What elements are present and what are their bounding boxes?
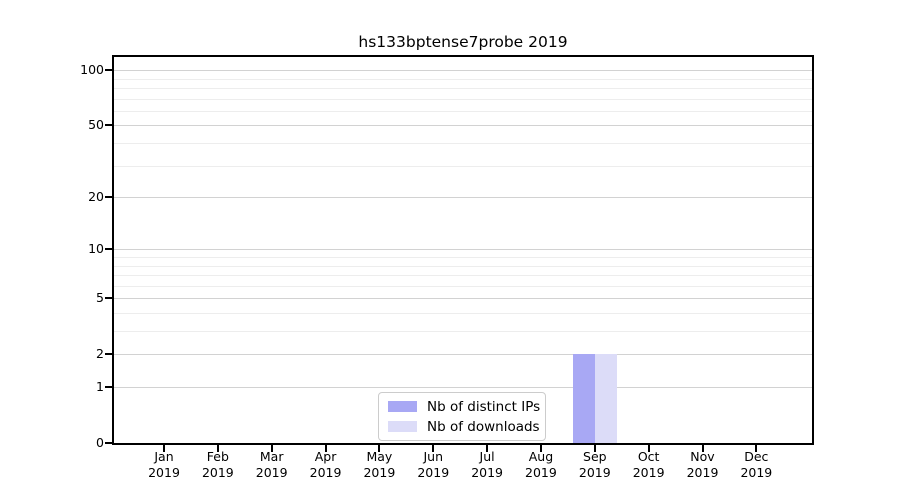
x-tick-mark [647,445,650,452]
minor-gridline [114,165,812,167]
minor-gridline [114,265,812,267]
legend-entry-downloads: Nb of downloads [388,418,540,435]
x-tick-mark [755,445,758,452]
x-tick-mark [378,445,381,452]
x-tick-mark [216,445,219,452]
x-tick-label: May 2019 [363,449,396,480]
legend-swatch-distinct-ips [388,401,417,412]
y-tick-mark [105,69,112,72]
minor-gridline [114,143,812,145]
y-tick-label: 2 [96,346,104,362]
y-tick-label: 10 [88,241,104,257]
x-tick-mark [486,445,489,452]
y-tick-mark [105,297,112,300]
y-tick-label: 1 [96,379,104,395]
minor-gridline [114,110,812,112]
x-tick-mark [163,445,165,452]
x-tick-mark [593,445,596,452]
major-gridline [114,70,812,72]
x-tick-label: Mar 2019 [255,449,288,480]
y-tick-mark [105,353,112,356]
legend: Nb of distinct IPs Nb of downloads [378,392,546,441]
y-tick-label: 100 [80,62,104,78]
minor-gridline [114,78,812,80]
minor-gridline [114,275,812,277]
legend-label-distinct-ips: Nb of distinct IPs [427,398,541,415]
x-tick-label: Jun 2019 [417,449,450,480]
minor-gridline [114,313,812,314]
chart-title: hs133bptense7probe 2019 [358,33,568,51]
legend-entry-distinct-ips: Nb of distinct IPs [388,398,540,415]
x-tick-mark [432,445,435,452]
bar-nb-of-distinct-ips-sep [572,354,595,443]
y-tick-mark [105,386,112,389]
major-gridline [114,298,812,300]
minor-gridline [114,98,812,100]
major-gridline [114,354,812,356]
x-tick-label: Jul 2019 [471,449,503,480]
x-tick-label: Jan 2019 [148,449,180,480]
x-tick-label: Sep 2019 [578,449,611,480]
x-tick-mark [701,445,704,452]
x-tick-label: Apr 2019 [309,449,342,480]
x-tick-label: Oct 2019 [632,449,665,480]
minor-gridline [114,257,812,259]
minor-gridline [114,285,812,287]
y-tick-label: 50 [88,117,104,133]
legend-swatch-downloads [388,421,417,432]
y-tick-mark [105,196,112,199]
x-tick-label: Aug 2019 [525,449,557,480]
y-tick-label: 0 [96,435,104,450]
y-tick-label: 20 [88,189,104,205]
x-tick-mark [324,445,327,452]
y-tick-mark [105,124,112,127]
major-gridline [114,249,812,251]
x-tick-label: Feb 2019 [201,449,234,480]
y-tick-mark [105,442,112,444]
minor-gridline [114,331,812,333]
minor-gridline [114,88,812,90]
y-tick-label: 5 [96,290,104,306]
y-tick-mark [105,248,112,251]
major-gridline [114,197,812,199]
x-tick-mark [539,445,542,452]
legend-label-downloads: Nb of downloads [427,418,540,435]
x-tick-label: Dec 2019 [740,449,773,480]
major-gridline [114,387,812,389]
major-gridline [114,125,812,127]
plot-area [112,55,814,445]
x-tick-mark [270,445,273,452]
x-tick-label: Nov 2019 [686,449,719,480]
bar-nb-of-downloads-sep [594,354,617,443]
